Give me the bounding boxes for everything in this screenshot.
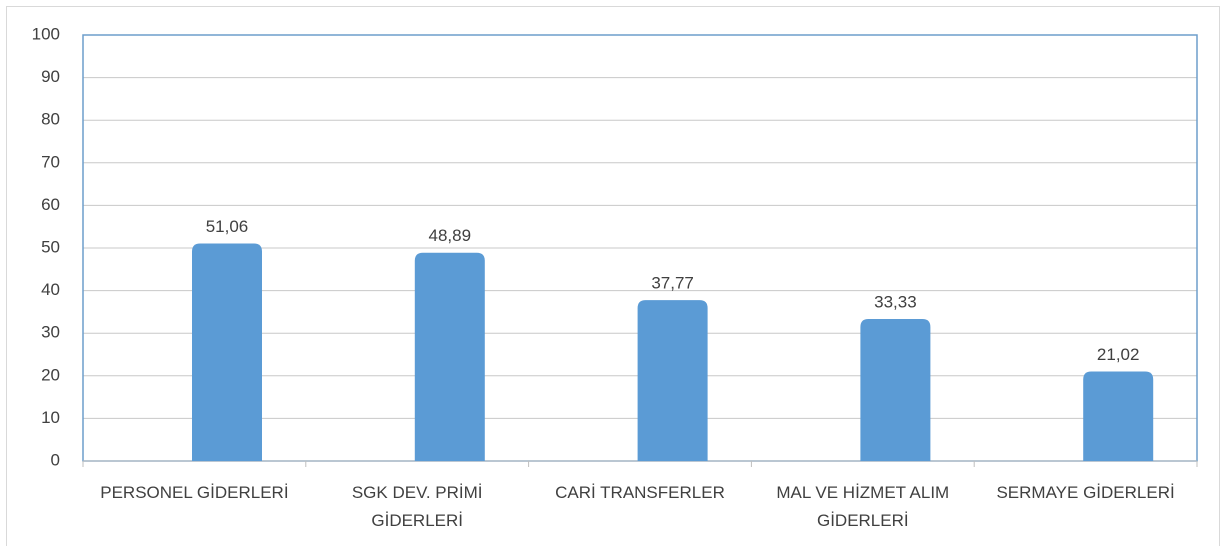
bar bbox=[637, 300, 708, 461]
value-label: 21,02 bbox=[1097, 345, 1140, 364]
y-tick-label: 40 bbox=[41, 280, 60, 299]
y-tick-label: 60 bbox=[41, 195, 60, 214]
bar bbox=[414, 252, 485, 461]
bar bbox=[192, 243, 262, 461]
bar bbox=[860, 319, 931, 461]
y-tick-label: 50 bbox=[41, 237, 60, 256]
x-tick-label: CARİ TRANSFERLER bbox=[555, 483, 725, 502]
y-tick-label: 30 bbox=[41, 323, 60, 342]
value-label: 48,89 bbox=[429, 226, 472, 245]
y-tick-label: 70 bbox=[41, 152, 60, 171]
y-tick-label: 80 bbox=[41, 110, 60, 129]
chart-border bbox=[6, 6, 1220, 546]
y-tick-label: 90 bbox=[41, 67, 60, 86]
x-tick-label: SERMAYE GİDERLERİ bbox=[996, 483, 1175, 502]
x-tick-label: MAL VE HİZMET ALIM GİDERLERİ bbox=[776, 483, 950, 530]
value-label: 37,77 bbox=[651, 274, 694, 293]
bar bbox=[1083, 371, 1154, 461]
value-label: 51,06 bbox=[206, 217, 249, 236]
x-tick-label: PERSONEL GİDERLERİ bbox=[100, 483, 289, 502]
y-tick-label: 10 bbox=[41, 408, 60, 427]
y-tick-label: 100 bbox=[32, 24, 60, 43]
y-tick-label: 20 bbox=[41, 365, 60, 384]
value-label: 33,33 bbox=[874, 292, 917, 311]
y-tick-label: 0 bbox=[51, 450, 60, 469]
x-tick-label: SGK DEV. PRİMİ GİDERLERİ bbox=[351, 483, 483, 530]
